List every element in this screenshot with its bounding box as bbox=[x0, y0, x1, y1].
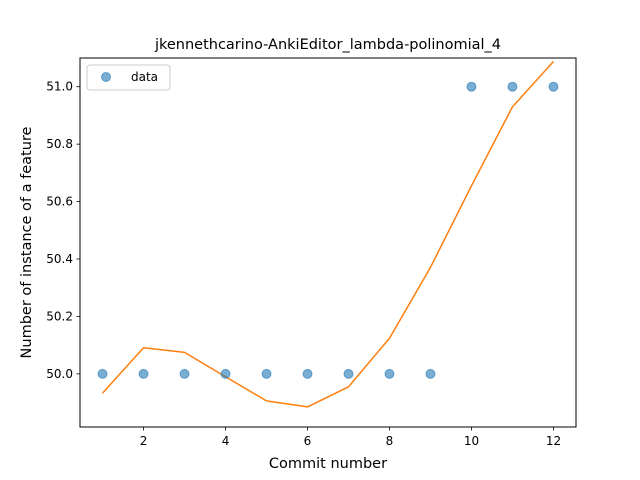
x-axis-label: Commit number bbox=[269, 456, 387, 472]
axes-background bbox=[80, 58, 576, 427]
data-point bbox=[97, 368, 108, 379]
plot-area: 2 4 6 8 10 12 50.0 50.2 50.4 50.6 50.8 51.0 bbox=[46, 57, 577, 448]
series-layer bbox=[97, 60, 559, 408]
legend-marker-data bbox=[101, 72, 111, 82]
y-axis-label: Number of instance of a feature bbox=[19, 126, 35, 358]
y-tick-label: 50.8 bbox=[46, 137, 73, 151]
data-point bbox=[343, 368, 354, 379]
ticks-layer: 2 4 6 8 10 12 50.0 50.2 50.4 50.6 50.8 51.0 bbox=[46, 80, 561, 448]
data-point bbox=[466, 81, 477, 92]
data-point bbox=[138, 368, 149, 379]
data-point bbox=[302, 368, 313, 379]
data-point bbox=[179, 368, 190, 379]
data-point bbox=[261, 368, 272, 379]
y-tick-label: 50.4 bbox=[46, 252, 73, 266]
x-tick-label: 12 bbox=[546, 434, 561, 448]
y-tick-label: 50.2 bbox=[46, 309, 73, 323]
data-point bbox=[507, 81, 518, 92]
legend: data bbox=[86, 64, 171, 91]
x-tick-label: 6 bbox=[304, 434, 312, 448]
data-point bbox=[384, 368, 395, 379]
y-tick-label: 50.0 bbox=[46, 367, 73, 381]
x-tick-label: 8 bbox=[386, 434, 394, 448]
chart-title: jkennethcarino-AnkiEditor_lambda-polinom… bbox=[154, 37, 501, 53]
legend-label-data: data bbox=[131, 70, 158, 84]
x-tick-label: 2 bbox=[140, 434, 148, 448]
legend-frame bbox=[86, 64, 171, 91]
x-tick-label: 4 bbox=[222, 434, 230, 448]
data-point bbox=[548, 81, 559, 92]
series-line bbox=[101, 60, 555, 408]
x-tick-label: 10 bbox=[464, 434, 479, 448]
y-tick-label: 51.0 bbox=[46, 80, 73, 94]
axes-frame bbox=[79, 57, 577, 428]
data-point bbox=[220, 368, 231, 379]
data-point bbox=[425, 368, 436, 379]
y-tick-label: 50.6 bbox=[46, 195, 73, 209]
